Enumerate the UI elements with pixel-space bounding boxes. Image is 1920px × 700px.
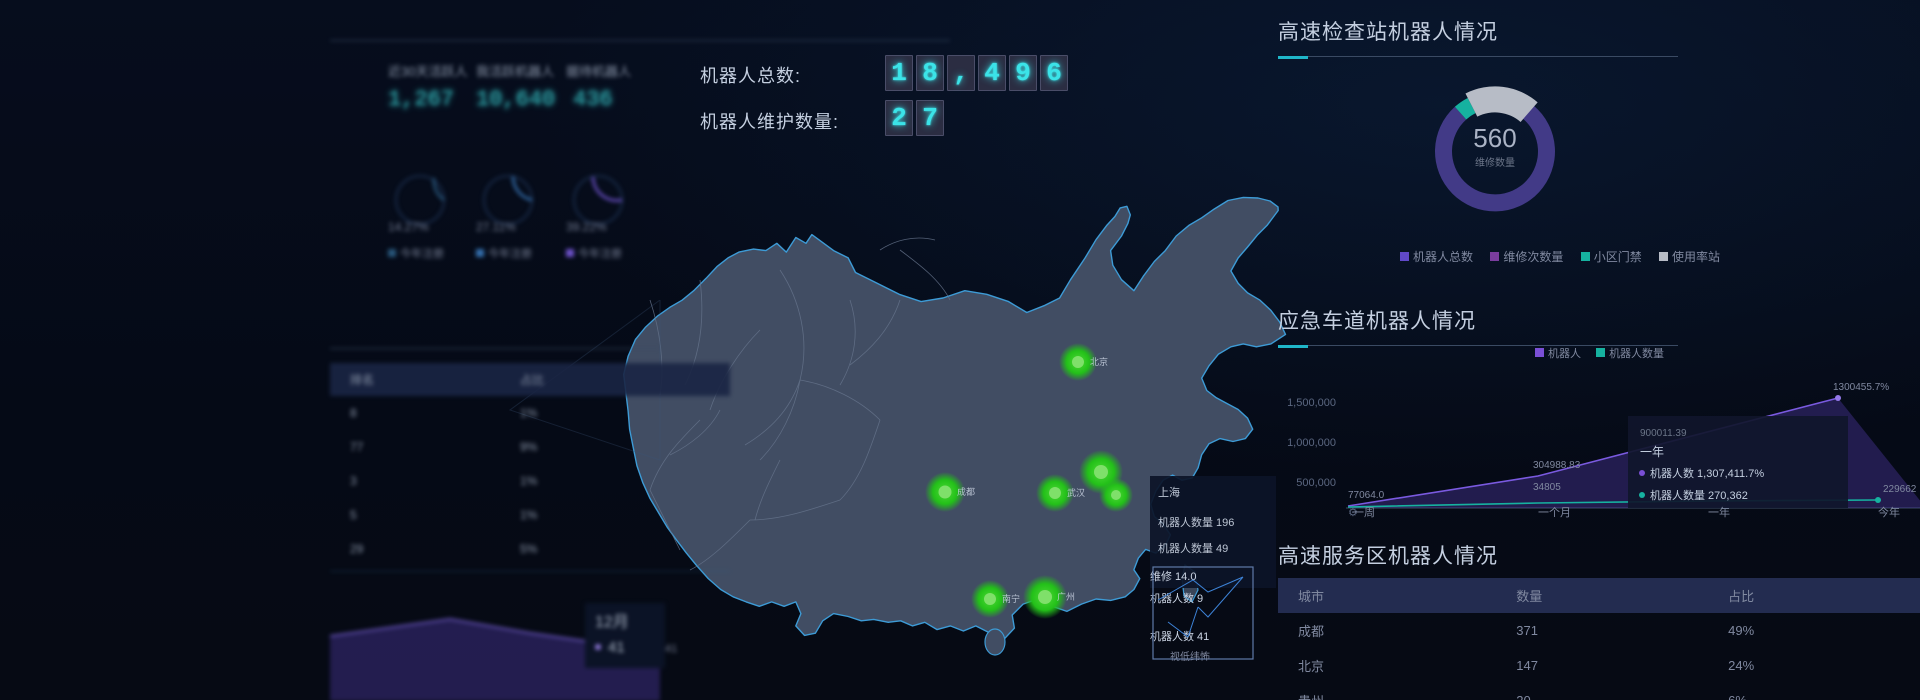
svg-text:南宁: 南宁: [1002, 593, 1020, 604]
svg-text:77064.0: 77064.0: [1348, 490, 1385, 501]
svg-text:一年: 一年: [1708, 505, 1730, 518]
svg-text:机器人数量 270,362: 机器人数量 270,362: [1650, 488, 1748, 502]
svg-text:12月: 12月: [595, 614, 629, 631]
svg-text:视低纬怖: 视低纬怖: [1170, 650, 1210, 663]
svg-text:一周: 一周: [1353, 506, 1375, 518]
svg-text:34805: 34805: [1533, 482, 1561, 493]
svg-text:1,000,000: 1,000,000: [1287, 437, 1336, 449]
svg-text:一个月: 一个月: [1538, 506, 1571, 518]
svg-text:229662: 229662: [1883, 484, 1917, 495]
svg-text:机器人数 1,307,411.7%: 机器人数 1,307,411.7%: [1650, 466, 1764, 480]
svg-text:39.22%: 39.22%: [566, 220, 607, 234]
svg-text:1,500,000: 1,500,000: [1287, 397, 1336, 409]
svg-text:41: 41: [608, 639, 625, 656]
svg-text:304988.83: 304988.83: [1533, 460, 1581, 471]
svg-text:广州: 广州: [1057, 591, 1075, 602]
svg-text:今年: 今年: [1878, 505, 1900, 518]
svg-text:一年: 一年: [1640, 445, 1664, 459]
svg-text:41: 41: [665, 643, 677, 655]
svg-text:14.27%: 14.27%: [388, 220, 429, 234]
svg-text:成都: 成都: [957, 486, 975, 497]
svg-text:武汉: 武汉: [1067, 487, 1085, 498]
svg-text:500,000: 500,000: [1296, 477, 1336, 489]
svg-text:900011.39: 900011.39: [1640, 428, 1687, 439]
svg-text:27.11%: 27.11%: [476, 220, 516, 234]
svg-text:北京: 北京: [1090, 356, 1108, 367]
svg-text:1300455.7%: 1300455.7%: [1833, 382, 1889, 393]
